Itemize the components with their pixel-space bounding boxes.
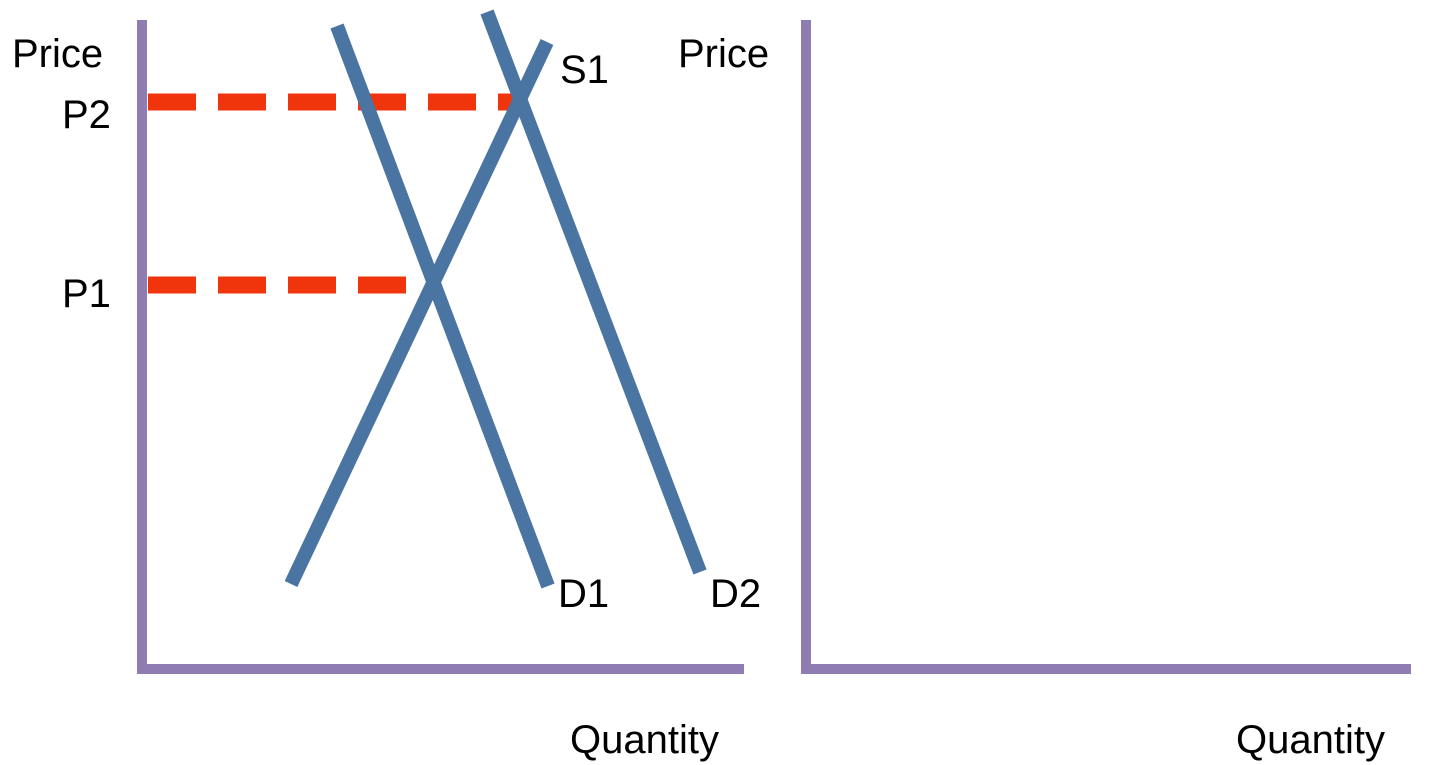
right-x-axis-label: Quantity	[1236, 718, 1385, 762]
demand-curve-d1	[330, 23, 555, 589]
supply-label-s1: S1	[560, 48, 609, 92]
left-y-axis-label: Price	[12, 32, 104, 76]
right-y-axis-label: Price	[678, 32, 770, 76]
demand-label-d1: D1	[558, 572, 610, 616]
left-x-axis-label: Quantity	[570, 718, 719, 762]
price-label-p1: P1	[62, 272, 111, 316]
supply-curve-s1	[284, 39, 554, 587]
price-label-p2: P2	[62, 93, 111, 137]
demand-label-d2: D2	[710, 572, 762, 616]
